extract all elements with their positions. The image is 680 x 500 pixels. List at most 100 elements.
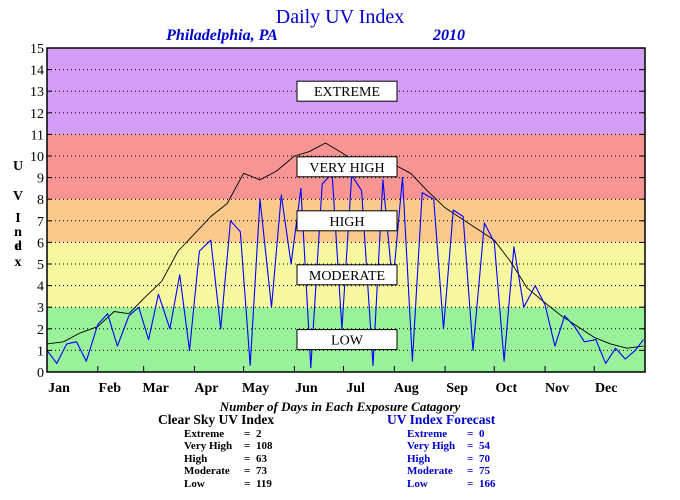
- stat-row: Extreme = 2: [158, 428, 274, 441]
- y-tick-label: 14: [30, 64, 44, 79]
- stat-name: Low: [407, 477, 428, 490]
- y-axis-label-char: e: [15, 239, 21, 254]
- x-tick-label: Jul: [346, 381, 365, 396]
- x-tick-label: Nov: [545, 381, 569, 396]
- x-tick-label: Apr: [194, 381, 218, 396]
- stat-row: Extreme = 0: [387, 428, 496, 441]
- stat-name: Moderate: [184, 465, 230, 477]
- forecast-heading: UV Index Forecast: [387, 412, 496, 427]
- stat-value: 2: [256, 427, 262, 440]
- y-tick-label: 6: [37, 236, 44, 251]
- stat-value: 70: [479, 452, 490, 465]
- y-tick-label: 5: [37, 258, 44, 273]
- forecast-stats: UV Index Forecast Extreme = 0 Very High = 54…: [387, 412, 496, 491]
- y-axis-label-char: I: [15, 211, 20, 226]
- stat-eq: =: [244, 477, 251, 490]
- x-tick-label: May: [242, 381, 269, 396]
- x-tick-label: Oct: [495, 381, 517, 396]
- stat-name: High: [184, 452, 208, 465]
- stat-value: 108: [256, 440, 273, 452]
- x-tick-label: Sep: [446, 381, 468, 396]
- stat-row: High = 63: [158, 453, 274, 466]
- band-label-box: [296, 329, 398, 351]
- stat-name: Extreme: [184, 427, 225, 440]
- stat-eq: =: [467, 465, 474, 477]
- x-tick-label: Mar: [142, 381, 168, 396]
- y-tick-label: 1: [37, 344, 44, 359]
- x-tick-label: Jan: [48, 381, 70, 396]
- band-label-high: HIGH: [296, 210, 398, 232]
- y-tick-label: 4: [37, 280, 44, 295]
- band-label-extreme: EXTREME: [296, 80, 398, 102]
- stat-row: Very High = 108: [158, 440, 274, 453]
- y-tick-label: 9: [37, 172, 44, 187]
- y-axis-label-char: U: [13, 159, 23, 174]
- uv-index-chart: Daily UV Index Philadelphia, PA 2010 LOW…: [13, 6, 646, 396]
- chart-year: 2010: [432, 27, 465, 44]
- band-label-very-high: VERY HIGH: [296, 156, 398, 178]
- stat-value: 166: [479, 477, 496, 490]
- stat-value: 63: [256, 452, 267, 465]
- stat-row: Moderate = 73: [158, 465, 274, 478]
- y-tick-label: 2: [37, 323, 44, 338]
- chart-title: Daily UV Index: [276, 6, 405, 28]
- stat-eq: =: [467, 452, 474, 465]
- band-labels: LOW MODERATE HIGH VERY HIGH EXTREME: [296, 80, 398, 351]
- stat-eq: =: [244, 427, 251, 440]
- x-tick-label: Dec: [595, 381, 618, 396]
- stat-row: High = 70: [387, 453, 496, 466]
- stat-name: Moderate: [407, 465, 453, 477]
- y-axis-label-char: V: [13, 189, 23, 204]
- y-tick-label: 15: [30, 42, 44, 57]
- stat-name: Extreme: [407, 427, 448, 440]
- stat-value: 75: [479, 465, 490, 477]
- data-series: [46, 142, 644, 369]
- stat-row: Low = 119: [158, 478, 274, 491]
- plot-frame: [46, 47, 646, 373]
- stat-row: Very High = 54: [387, 440, 496, 453]
- forecast-line: [46, 172, 644, 369]
- x-tick-label: Feb: [99, 381, 122, 396]
- stat-name: Very High: [184, 440, 233, 452]
- band-label-box: [296, 264, 398, 286]
- band-label-box: [296, 80, 398, 102]
- stat-row: Low = 166: [387, 478, 496, 491]
- y-tick-label: 10: [30, 150, 44, 165]
- stat-value: 73: [256, 465, 267, 477]
- stat-eq: =: [244, 452, 251, 465]
- band-label-text: LOW: [331, 334, 364, 349]
- clear-sky-stats: Clear Sky UV Index Extreme = 2 Very High = 1…: [158, 412, 275, 491]
- band-label-text: MODERATE: [309, 269, 385, 284]
- x-tick-label: Jun: [295, 381, 318, 396]
- y-axis-label-char: n: [14, 225, 22, 240]
- y-tick-label: 0: [37, 366, 44, 381]
- band-label-text: VERY HIGH: [309, 161, 384, 176]
- y-axis-label-char: d: [14, 239, 22, 254]
- y-tick-label: 11: [31, 128, 44, 143]
- clear-sky-line: [46, 142, 644, 349]
- stat-row: Moderate = 75: [387, 465, 496, 478]
- chart-location: Philadelphia, PA: [165, 27, 278, 44]
- y-tick-label: 3: [37, 301, 44, 316]
- band-label-low: LOW: [296, 329, 398, 351]
- band-label-box: [296, 156, 398, 178]
- stat-value: 0: [479, 427, 485, 440]
- stat-eq: =: [244, 465, 251, 477]
- y-tick-label: 13: [30, 85, 44, 100]
- stat-eq: =: [244, 440, 251, 452]
- band-label-box: [296, 210, 398, 232]
- stat-name: High: [407, 452, 431, 465]
- stat-eq: =: [467, 477, 474, 490]
- stat-name: Low: [184, 477, 205, 490]
- stat-eq: =: [467, 427, 474, 440]
- stat-name: Very High: [407, 440, 456, 452]
- clear-sky-heading: Clear Sky UV Index: [158, 412, 275, 427]
- stat-value: 119: [256, 477, 272, 490]
- stat-eq: =: [467, 440, 474, 452]
- y-tick-label: 8: [37, 193, 44, 208]
- stat-value: 54: [479, 440, 490, 452]
- x-tick-label: Aug: [394, 381, 419, 396]
- x-axis: Jan Feb Mar Apr May Jun Jul Aug Sep Oct Nov Dec: [46, 366, 618, 396]
- band-label-text: HIGH: [330, 215, 365, 230]
